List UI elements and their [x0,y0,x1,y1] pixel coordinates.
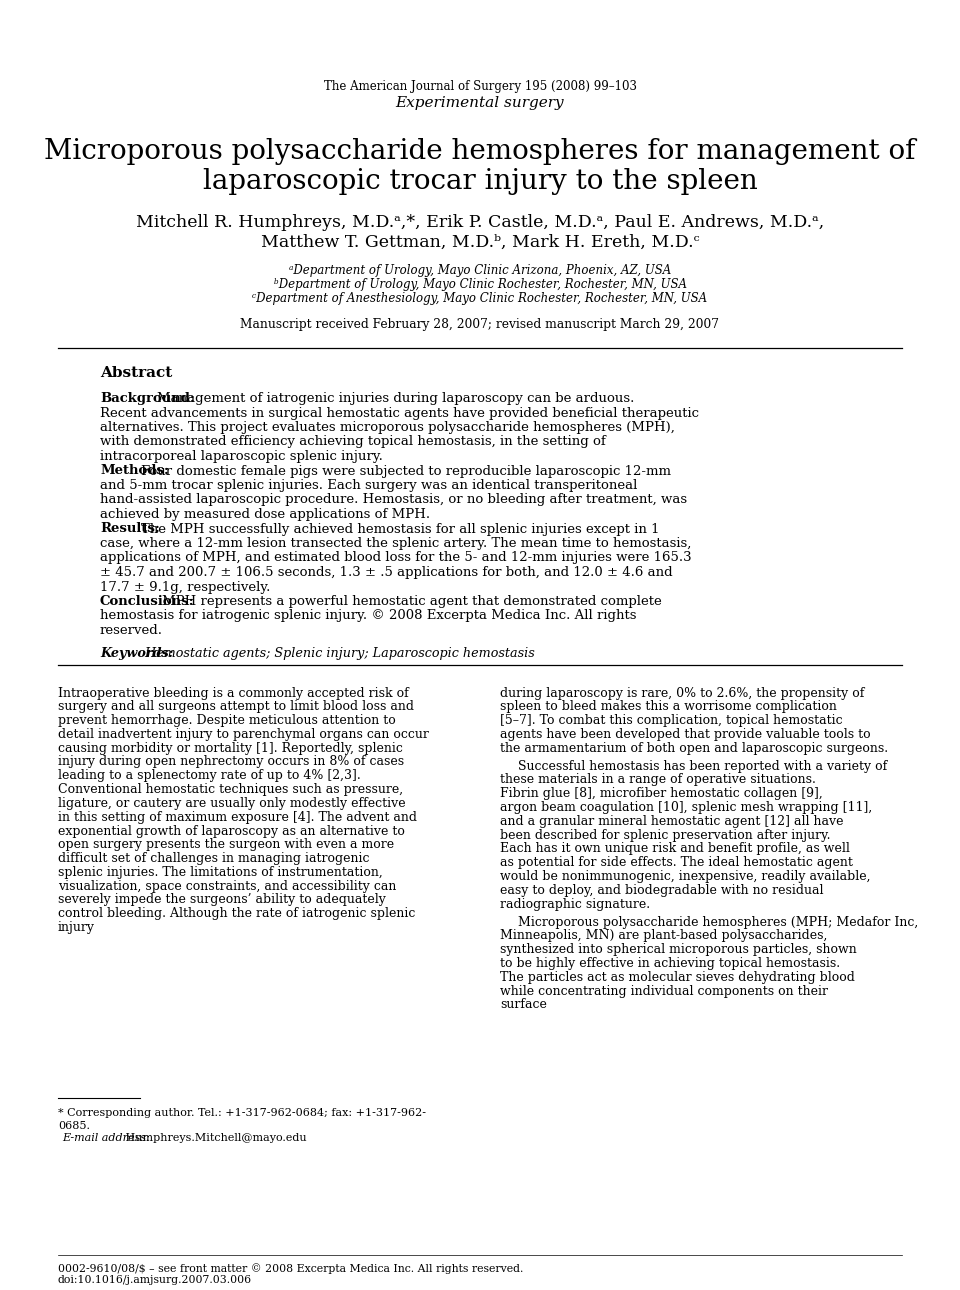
Text: Fibrin glue [8], microfiber hemostatic collagen [9],: Fibrin glue [8], microfiber hemostatic c… [500,787,823,800]
Text: while concentrating individual components on their: while concentrating individual component… [500,984,828,997]
Text: [5–7]. To combat this complication, topical hemostatic: [5–7]. To combat this complication, topi… [500,715,843,728]
Text: detail inadvertent injury to parenchymal organs can occur: detail inadvertent injury to parenchymal… [58,728,429,740]
Text: prevent hemorrhage. Despite meticulous attention to: prevent hemorrhage. Despite meticulous a… [58,715,396,728]
Text: Matthew T. Gettman, M.D.ᵇ, Mark H. Ereth, M.D.ᶜ: Matthew T. Gettman, M.D.ᵇ, Mark H. Ereth… [261,233,699,252]
Text: 17.7 ± 9.1g, respectively.: 17.7 ± 9.1g, respectively. [100,580,271,593]
Text: The MPH successfully achieved hemostasis for all splenic injuries except in 1: The MPH successfully achieved hemostasis… [141,522,660,535]
Text: alternatives. This project evaluates microporous polysaccharide hemospheres (MPH: alternatives. This project evaluates mic… [100,421,675,433]
Text: surface: surface [500,998,547,1011]
Text: with demonstrated efficiency achieving topical hemostasis, in the setting of: with demonstrated efficiency achieving t… [100,436,606,449]
Text: agents have been developed that provide valuable tools to: agents have been developed that provide … [500,728,871,740]
Text: Microporous polysaccharide hemospheres for management of: Microporous polysaccharide hemospheres f… [44,138,916,165]
Text: synthesized into spherical microporous particles, shown: synthesized into spherical microporous p… [500,943,856,956]
Text: radiographic signature.: radiographic signature. [500,898,650,911]
Text: would be nonimmunogenic, inexpensive, readily available,: would be nonimmunogenic, inexpensive, re… [500,869,871,884]
Text: ᵃDepartment of Urology, Mayo Clinic Arizona, Phoenix, AZ, USA: ᵃDepartment of Urology, Mayo Clinic Ariz… [289,264,671,277]
Text: Hemostatic agents; Splenic injury; Laparoscopic hemostasis: Hemostatic agents; Splenic injury; Lapar… [141,646,535,659]
Text: doi:10.1016/j.amjsurg.2007.03.006: doi:10.1016/j.amjsurg.2007.03.006 [58,1275,252,1285]
Text: Mitchell R. Humphreys, M.D.ᵃ,*, Erik P. Castle, M.D.ᵃ, Paul E. Andrews, M.D.ᵃ,: Mitchell R. Humphreys, M.D.ᵃ,*, Erik P. … [136,214,824,231]
Text: intracorporeal laparoscopic splenic injury.: intracorporeal laparoscopic splenic inju… [100,450,383,463]
Text: been described for splenic preservation after injury.: been described for splenic preservation … [500,828,830,841]
Text: in this setting of maximum exposure [4]. The advent and: in this setting of maximum exposure [4].… [58,810,417,824]
Text: Keywords:: Keywords: [100,646,174,659]
Text: injury: injury [58,921,95,934]
Text: and 5-mm trocar splenic injuries. Each surgery was an identical transperitoneal: and 5-mm trocar splenic injuries. Each s… [100,479,637,491]
Text: reserved.: reserved. [100,624,163,637]
Text: during laparoscopy is rare, 0% to 2.6%, the propensity of: during laparoscopy is rare, 0% to 2.6%, … [500,686,864,699]
Text: Conventional hemostatic techniques such as pressure,: Conventional hemostatic techniques such … [58,783,403,796]
Text: easy to deploy, and biodegradable with no residual: easy to deploy, and biodegradable with n… [500,884,824,897]
Text: severely impede the surgeons’ ability to adequately: severely impede the surgeons’ ability to… [58,894,386,907]
Text: Four domestic female pigs were subjected to reproducible laparoscopic 12-mm: Four domestic female pigs were subjected… [141,464,671,477]
Text: Successful hemostasis has been reported with a variety of: Successful hemostasis has been reported … [518,760,887,773]
Text: achieved by measured dose applications of MPH.: achieved by measured dose applications o… [100,508,430,521]
Text: * Corresponding author. Tel.: +1-317-962-0684; fax: +1-317-962-: * Corresponding author. Tel.: +1-317-962… [58,1108,426,1118]
Text: as potential for side effects. The ideal hemostatic agent: as potential for side effects. The ideal… [500,857,852,869]
Text: Methods:: Methods: [100,464,169,477]
Text: Management of iatrogenic injuries during laparoscopy can be arduous.: Management of iatrogenic injuries during… [156,392,635,405]
Text: Intraoperative bleeding is a commonly accepted risk of: Intraoperative bleeding is a commonly ac… [58,686,409,699]
Text: Minneapolis, MN) are plant-based polysaccharides,: Minneapolis, MN) are plant-based polysac… [500,929,828,943]
Text: control bleeding. Although the rate of iatrogenic splenic: control bleeding. Although the rate of i… [58,907,416,920]
Text: ᵇDepartment of Urology, Mayo Clinic Rochester, Rochester, MN, USA: ᵇDepartment of Urology, Mayo Clinic Roch… [274,279,686,292]
Text: E-mail address:: E-mail address: [62,1133,150,1143]
Text: Humphreys.Mitchell@mayo.edu: Humphreys.Mitchell@mayo.edu [122,1133,306,1143]
Text: hemostasis for iatrogenic splenic injury. © 2008 Excerpta Medica Inc. All rights: hemostasis for iatrogenic splenic injury… [100,609,636,623]
Text: exponential growth of laparoscopy as an alternative to: exponential growth of laparoscopy as an … [58,824,405,837]
Text: The American Journal of Surgery 195 (2008) 99–103: The American Journal of Surgery 195 (200… [324,80,636,93]
Text: difficult set of challenges in managing iatrogenic: difficult set of challenges in managing … [58,853,370,866]
Text: causing morbidity or mortality [1]. Reportedly, splenic: causing morbidity or mortality [1]. Repo… [58,742,403,755]
Text: Abstract: Abstract [100,366,172,381]
Text: applications of MPH, and estimated blood loss for the 5- and 12-mm injuries were: applications of MPH, and estimated blood… [100,552,691,565]
Text: Microporous polysaccharide hemospheres (MPH; Medafor Inc,: Microporous polysaccharide hemospheres (… [518,916,919,929]
Text: ᶜDepartment of Anesthesiology, Mayo Clinic Rochester, Rochester, MN, USA: ᶜDepartment of Anesthesiology, Mayo Clin… [252,292,708,304]
Text: case, where a 12-mm lesion transected the splenic artery. The mean time to hemos: case, where a 12-mm lesion transected th… [100,537,691,550]
Text: laparoscopic trocar injury to the spleen: laparoscopic trocar injury to the spleen [203,168,757,195]
Text: injury during open nephrectomy occurs in 8% of cases: injury during open nephrectomy occurs in… [58,756,404,769]
Text: visualization, space constraints, and accessibility can: visualization, space constraints, and ac… [58,880,396,893]
Text: Recent advancements in surgical hemostatic agents have provided beneficial thera: Recent advancements in surgical hemostat… [100,406,699,419]
Text: Results:: Results: [100,522,160,535]
Text: open surgery presents the surgeon with even a more: open surgery presents the surgeon with e… [58,838,395,851]
Text: these materials in a range of operative situations.: these materials in a range of operative … [500,774,816,787]
Text: Manuscript received February 28, 2007; revised manuscript March 29, 2007: Manuscript received February 28, 2007; r… [241,319,719,332]
Text: surgery and all surgeons attempt to limit blood loss and: surgery and all surgeons attempt to limi… [58,700,414,713]
Text: leading to a splenectomy rate of up to 4% [2,3].: leading to a splenectomy rate of up to 4… [58,769,361,782]
Text: ligature, or cautery are usually only modestly effective: ligature, or cautery are usually only mo… [58,797,406,810]
Text: ± 45.7 and 200.7 ± 106.5 seconds, 1.3 ± .5 applications for both, and 12.0 ± 4.6: ± 45.7 and 200.7 ± 106.5 seconds, 1.3 ± … [100,566,673,579]
Text: 0685.: 0685. [58,1121,90,1131]
Text: to be highly effective in achieving topical hemostasis.: to be highly effective in achieving topi… [500,957,840,970]
Text: The particles act as molecular sieves dehydrating blood: The particles act as molecular sieves de… [500,971,854,984]
Text: MPH represents a powerful hemostatic agent that demonstrated complete: MPH represents a powerful hemostatic age… [162,595,661,608]
Text: Conclusions:: Conclusions: [100,595,195,608]
Text: and a granular mineral hemostatic agent [12] all have: and a granular mineral hemostatic agent … [500,815,844,828]
Text: Each has it own unique risk and benefit profile, as well: Each has it own unique risk and benefit … [500,842,850,855]
Text: the armamentarium of both open and laparoscopic surgeons.: the armamentarium of both open and lapar… [500,742,888,755]
Text: spleen to bleed makes this a worrisome complication: spleen to bleed makes this a worrisome c… [500,700,837,713]
Text: argon beam coagulation [10], splenic mesh wrapping [11],: argon beam coagulation [10], splenic mes… [500,801,873,814]
Text: Experimental surgery: Experimental surgery [396,95,564,110]
Text: Background:: Background: [100,392,195,405]
Text: splenic injuries. The limitations of instrumentation,: splenic injuries. The limitations of ins… [58,866,383,878]
Text: 0002-9610/08/$ – see front matter © 2008 Excerpta Medica Inc. All rights reserve: 0002-9610/08/$ – see front matter © 2008… [58,1263,523,1273]
Text: hand-assisted laparoscopic procedure. Hemostasis, or no bleeding after treatment: hand-assisted laparoscopic procedure. He… [100,494,687,507]
